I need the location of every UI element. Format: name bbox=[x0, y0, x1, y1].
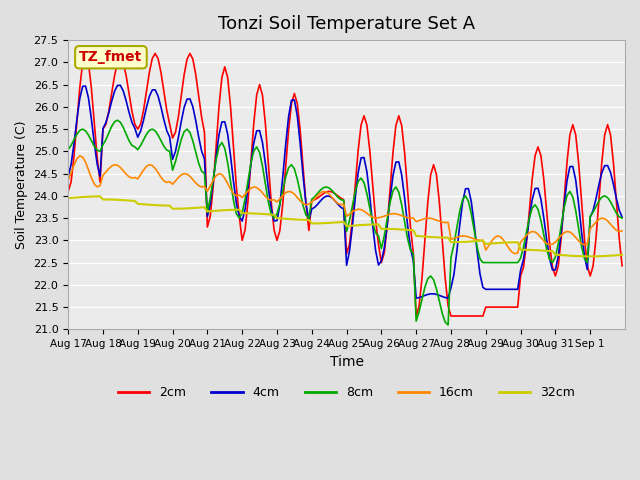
32cm bbox=[346, 223, 353, 229]
16cm bbox=[618, 228, 626, 234]
2cm bbox=[418, 276, 426, 281]
16cm bbox=[64, 178, 72, 183]
4cm bbox=[383, 222, 391, 228]
Line: 16cm: 16cm bbox=[68, 156, 622, 253]
32cm bbox=[96, 193, 104, 199]
32cm bbox=[291, 216, 298, 222]
32cm bbox=[415, 233, 423, 239]
2cm bbox=[412, 313, 420, 319]
4cm bbox=[134, 134, 141, 140]
Y-axis label: Soil Temperature (C): Soil Temperature (C) bbox=[15, 120, 28, 249]
Line: 4cm: 4cm bbox=[68, 85, 622, 298]
8cm bbox=[415, 309, 423, 315]
8cm bbox=[64, 147, 72, 153]
Text: TZ_fmet: TZ_fmet bbox=[79, 50, 143, 64]
8cm bbox=[618, 215, 626, 221]
4cm bbox=[116, 83, 124, 88]
2cm bbox=[296, 127, 304, 133]
8cm bbox=[296, 190, 304, 195]
8cm bbox=[291, 166, 298, 172]
4cm bbox=[296, 141, 304, 146]
32cm bbox=[618, 252, 626, 258]
Line: 8cm: 8cm bbox=[68, 120, 622, 325]
2cm bbox=[383, 223, 391, 229]
X-axis label: Time: Time bbox=[330, 355, 364, 369]
32cm bbox=[134, 201, 141, 207]
4cm bbox=[618, 214, 626, 220]
16cm bbox=[511, 251, 518, 256]
16cm bbox=[291, 192, 298, 197]
8cm bbox=[346, 217, 353, 223]
2cm bbox=[618, 263, 626, 269]
2cm bbox=[64, 189, 72, 194]
2cm bbox=[291, 91, 298, 96]
4cm bbox=[64, 174, 72, 180]
16cm bbox=[383, 212, 391, 218]
32cm bbox=[383, 226, 391, 232]
8cm bbox=[134, 147, 141, 153]
Title: Tonzi Soil Temperature Set A: Tonzi Soil Temperature Set A bbox=[218, 15, 475, 33]
2cm bbox=[131, 121, 139, 127]
4cm bbox=[291, 97, 298, 103]
4cm bbox=[418, 294, 426, 300]
2cm bbox=[346, 241, 353, 247]
32cm bbox=[586, 253, 594, 259]
8cm bbox=[383, 216, 391, 222]
16cm bbox=[134, 176, 141, 182]
4cm bbox=[412, 295, 420, 301]
32cm bbox=[64, 195, 72, 201]
8cm bbox=[444, 322, 452, 328]
2cm bbox=[151, 50, 159, 56]
Legend: 2cm, 4cm, 8cm, 16cm, 32cm: 2cm, 4cm, 8cm, 16cm, 32cm bbox=[113, 381, 580, 404]
16cm bbox=[415, 218, 423, 224]
32cm bbox=[296, 217, 304, 223]
4cm bbox=[346, 248, 353, 254]
16cm bbox=[346, 211, 353, 217]
Line: 2cm: 2cm bbox=[68, 53, 622, 316]
8cm bbox=[114, 117, 122, 123]
Line: 32cm: 32cm bbox=[68, 196, 622, 256]
16cm bbox=[296, 198, 304, 204]
16cm bbox=[76, 153, 84, 159]
